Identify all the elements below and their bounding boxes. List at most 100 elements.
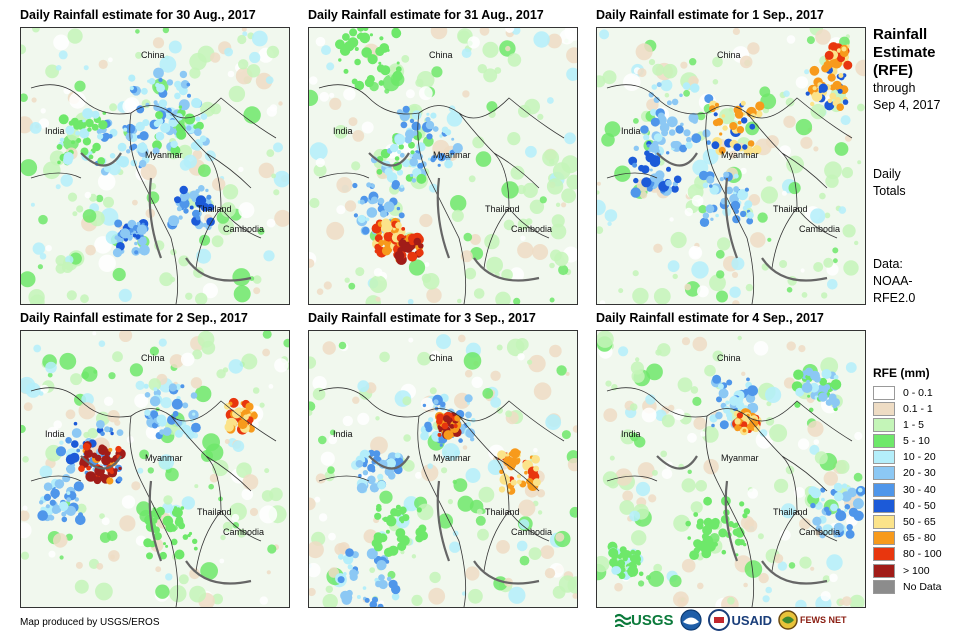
rain-cluster bbox=[369, 33, 373, 37]
rain-texture bbox=[854, 240, 859, 246]
rain-texture bbox=[430, 350, 441, 361]
label-india: India bbox=[45, 126, 65, 136]
rain-cluster bbox=[369, 600, 378, 607]
rain-cluster bbox=[755, 110, 763, 118]
rain-cluster bbox=[108, 447, 113, 452]
rain-texture bbox=[334, 125, 348, 139]
rain-cluster bbox=[747, 140, 755, 147]
rain-texture bbox=[212, 593, 224, 605]
rain-texture bbox=[375, 296, 381, 302]
coastline bbox=[656, 152, 828, 282]
rain-cluster bbox=[66, 491, 71, 495]
country-borders bbox=[606, 84, 853, 304]
rain-texture bbox=[76, 205, 84, 213]
rain-cluster bbox=[370, 183, 375, 188]
rain-texture bbox=[312, 387, 326, 401]
rain-cluster bbox=[366, 182, 372, 188]
rain-cluster bbox=[366, 75, 375, 84]
rain-texture bbox=[87, 428, 98, 439]
rain-cluster bbox=[852, 498, 864, 510]
rain-texture bbox=[38, 214, 48, 225]
rain-texture bbox=[496, 344, 503, 351]
legend-swatch bbox=[873, 579, 895, 594]
rain-texture bbox=[814, 451, 828, 465]
rain-cluster bbox=[728, 521, 734, 527]
data-label: Data: bbox=[873, 257, 903, 271]
rain-texture bbox=[411, 594, 423, 606]
rain-texture bbox=[842, 224, 856, 238]
rain-texture bbox=[601, 133, 615, 147]
rain-texture bbox=[45, 361, 57, 374]
rain-texture bbox=[355, 267, 365, 277]
rain-cluster bbox=[811, 91, 823, 102]
rain-texture bbox=[597, 331, 614, 348]
legend-swatch bbox=[873, 385, 895, 400]
rain-cluster bbox=[159, 553, 164, 558]
rain-cluster bbox=[68, 120, 74, 126]
rain-texture bbox=[103, 396, 114, 406]
rain-texture bbox=[547, 33, 562, 49]
label-india: India bbox=[333, 429, 353, 439]
rain-texture bbox=[309, 197, 320, 209]
rain-cluster bbox=[352, 182, 358, 189]
rain-texture bbox=[21, 44, 27, 55]
rain-cluster bbox=[497, 450, 507, 460]
rain-texture bbox=[53, 34, 69, 51]
rain-cluster bbox=[168, 119, 177, 128]
rain-cluster bbox=[415, 527, 426, 538]
rain-texture bbox=[30, 202, 35, 207]
rain-cluster bbox=[375, 46, 385, 56]
rain-texture bbox=[821, 292, 828, 299]
rain-texture bbox=[323, 281, 332, 290]
rain-cluster bbox=[178, 105, 183, 109]
rain-texture bbox=[283, 338, 289, 348]
rain-texture bbox=[518, 499, 536, 517]
rain-texture bbox=[525, 145, 537, 158]
rain-cluster bbox=[153, 532, 162, 541]
rain-texture bbox=[536, 489, 546, 498]
rain-cluster bbox=[180, 506, 185, 510]
rain-cluster bbox=[398, 144, 404, 150]
rain-cluster bbox=[750, 427, 755, 431]
label-cambodia: Cambodia bbox=[223, 224, 265, 234]
rain-cluster bbox=[122, 229, 131, 237]
rain-cluster bbox=[619, 546, 627, 554]
rain-cluster bbox=[685, 520, 691, 527]
rain-texture bbox=[661, 414, 675, 428]
rain-texture bbox=[318, 435, 327, 445]
rain-cluster bbox=[199, 135, 207, 142]
rain-cluster bbox=[362, 470, 369, 476]
rain-texture bbox=[677, 377, 693, 393]
rain-cluster bbox=[182, 534, 189, 540]
rain-texture bbox=[321, 45, 331, 56]
rain-cluster bbox=[617, 554, 623, 560]
rain-cluster bbox=[97, 133, 104, 140]
label-thailand: Thailand bbox=[485, 507, 520, 517]
rain-texture bbox=[788, 181, 801, 195]
rain-texture bbox=[131, 481, 141, 491]
rain-cluster bbox=[391, 28, 401, 37]
rain-cluster bbox=[378, 61, 382, 65]
rain-texture bbox=[517, 353, 525, 361]
rain-texture bbox=[212, 459, 229, 477]
rain-cluster bbox=[454, 414, 461, 422]
rain-texture bbox=[683, 89, 690, 97]
rain-texture bbox=[550, 223, 567, 240]
rain-cluster bbox=[842, 99, 849, 105]
rain-cluster bbox=[833, 506, 838, 510]
rain-cluster bbox=[451, 137, 455, 141]
legend-item: No Data bbox=[873, 579, 942, 594]
usaid-logo: USAID bbox=[707, 609, 772, 631]
rain-texture bbox=[136, 501, 151, 517]
rain-texture bbox=[529, 199, 545, 214]
rain-texture bbox=[507, 53, 522, 67]
rain-texture bbox=[375, 416, 380, 421]
rain-cluster bbox=[359, 199, 365, 205]
rain-cluster bbox=[392, 227, 396, 231]
rain-texture bbox=[202, 433, 221, 451]
rain-texture bbox=[631, 369, 645, 383]
rain-cluster bbox=[627, 565, 639, 577]
rain-texture bbox=[447, 499, 453, 505]
rain-texture bbox=[430, 28, 448, 40]
rain-texture bbox=[528, 547, 542, 560]
